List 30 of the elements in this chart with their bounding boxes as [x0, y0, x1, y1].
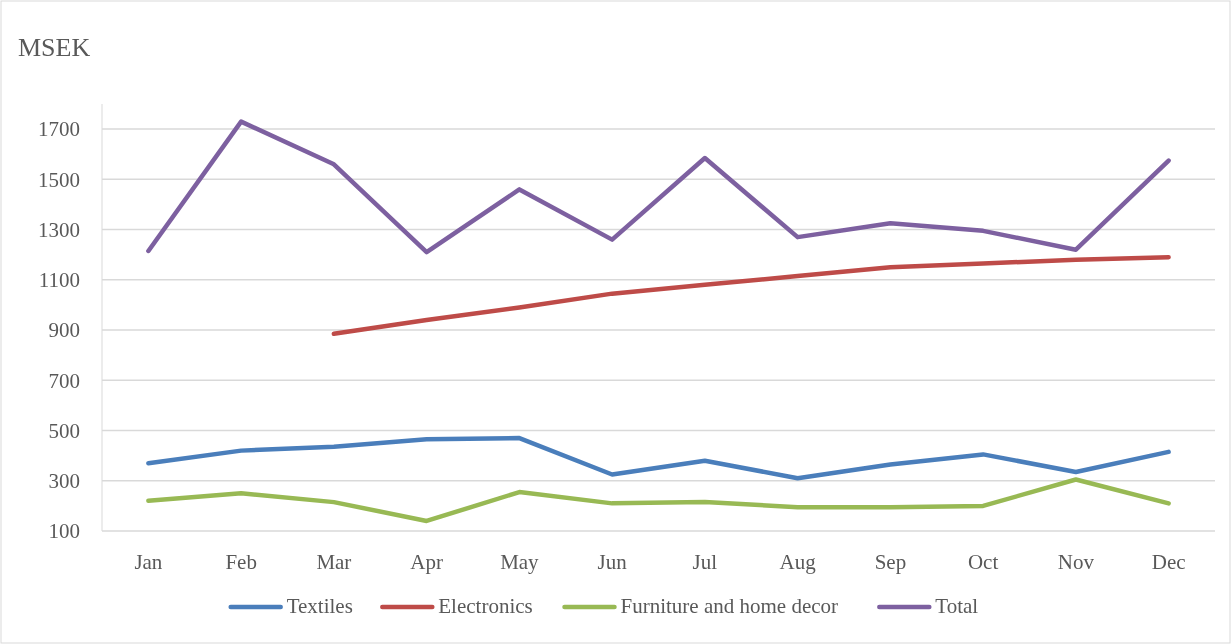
legend-label: Textiles: [286, 594, 353, 618]
y-tick-label: 100: [48, 519, 80, 544]
x-tick-label: Jan: [134, 550, 163, 574]
x-tick-label: Oct: [967, 550, 999, 574]
legend-label: Total: [935, 594, 979, 618]
x-tick-label: Feb: [225, 550, 257, 574]
x-tick-label: Aug: [779, 550, 817, 574]
x-tick-label: Jun: [597, 550, 628, 574]
legend-label: Furniture and home decor: [620, 594, 839, 618]
y-tick-label: 1300: [38, 217, 80, 242]
x-tick-label: May: [500, 550, 540, 574]
x-tick-label: Mar: [316, 550, 352, 574]
y-tick-label: 1100: [38, 268, 80, 293]
x-tick-label: Apr: [410, 550, 443, 574]
y-tick-label: 500: [48, 418, 80, 443]
x-tick-label: Jul: [692, 550, 718, 574]
y-tick-label: 300: [48, 469, 80, 494]
x-tick-label: Sep: [874, 550, 907, 574]
y-tick-label: 1700: [38, 117, 80, 142]
y-tick-label: 900: [48, 318, 80, 343]
legend-label: Electronics: [438, 594, 533, 618]
x-tick-label: Dec: [1151, 550, 1186, 574]
line-series: [146, 119, 1171, 255]
chart-title: MSEK: [18, 33, 91, 62]
line-series: [146, 435, 1171, 481]
x-tick-label: Nov: [1057, 550, 1095, 574]
line-series: [146, 477, 1171, 524]
y-tick-label: 700: [48, 368, 80, 393]
line-series: [331, 254, 1171, 337]
y-tick-label: 1500: [38, 167, 80, 192]
